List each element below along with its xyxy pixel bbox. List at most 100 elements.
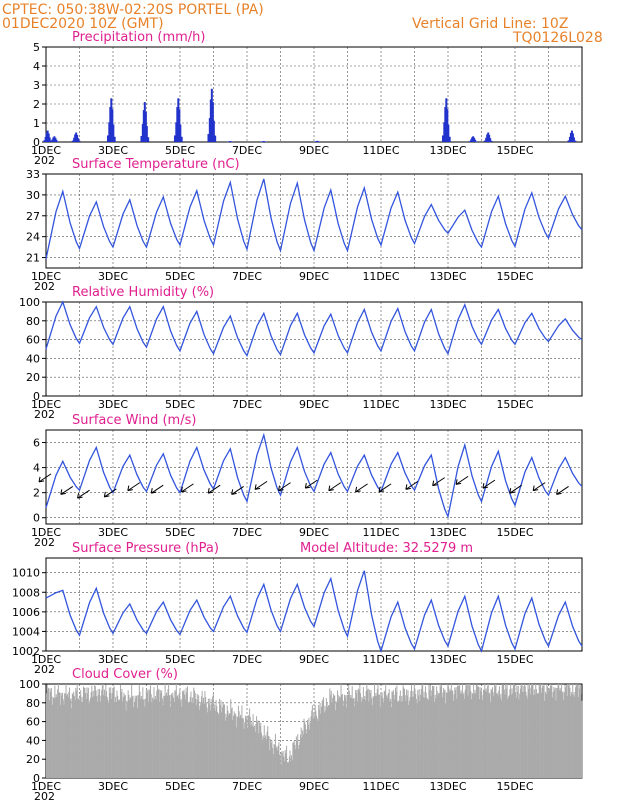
cloud-bar: [156, 684, 158, 778]
cloud-bar: [431, 690, 433, 778]
wind-arrowhead: [150, 488, 157, 494]
precip-bar: [483, 140, 486, 142]
cloud-bar: [47, 689, 49, 778]
x-tick-label: 15DEC: [496, 270, 533, 283]
cloud-bar: [253, 725, 255, 778]
cloud-bar: [471, 692, 473, 778]
cloud-bar: [555, 700, 557, 778]
cloud-bar: [370, 689, 372, 778]
precip-bar: [472, 136, 475, 142]
wind-vector: [181, 483, 194, 493]
cloud-bar: [301, 737, 303, 778]
cloud-bar: [192, 703, 194, 778]
cloud-bar: [234, 714, 236, 778]
cloud-bar: [475, 684, 477, 778]
cloud-bar: [127, 690, 129, 778]
cloud-bar: [247, 714, 249, 778]
cloud-bar: [302, 730, 304, 778]
precip-bar: [210, 88, 213, 142]
cloud-bar: [519, 693, 521, 778]
precip-bar: [444, 107, 447, 142]
y-tick-label: 27: [26, 210, 40, 223]
cloud-bar: [156, 690, 158, 778]
wind-vector: [532, 482, 546, 492]
x-tick-label: 13DEC: [429, 780, 466, 793]
x-tick-label: 1DEC: [31, 270, 61, 283]
cloud-bar: [190, 691, 192, 778]
cloud-bar: [420, 688, 422, 778]
cloud-bar: [240, 717, 242, 778]
wind-arrowhead: [38, 476, 45, 483]
cloud-bar: [500, 693, 502, 778]
cloud-bar: [198, 709, 200, 778]
wind-vector: [378, 483, 392, 493]
cloud-bar: [528, 688, 530, 778]
cloud-bar: [560, 690, 562, 778]
cloud-bar: [252, 714, 254, 778]
cloud-bar: [58, 692, 60, 778]
cloud-bar: [326, 703, 328, 778]
cloud-bar: [230, 699, 232, 778]
cloud-bar: [429, 684, 431, 778]
cloud-bar: [62, 692, 64, 778]
cloud-bar: [275, 747, 277, 778]
cloud-bar: [60, 693, 62, 778]
cloud-bar: [546, 684, 548, 778]
cloud-bar: [285, 753, 287, 778]
cloud-bar: [70, 698, 72, 778]
cloud-bar: [535, 689, 537, 778]
cloud-bar: [291, 760, 293, 778]
cloud-bar: [553, 686, 555, 778]
cloud-bar: [367, 688, 369, 778]
cloud-bar: [404, 689, 406, 778]
series-line: [45, 300, 583, 358]
cloud-bar: [304, 724, 306, 778]
cloud-bar: [362, 699, 364, 778]
cloud-bar: [91, 685, 93, 778]
cloud-bar: [367, 689, 369, 778]
cloud-bar: [561, 692, 563, 778]
cloud-bar: [100, 695, 102, 778]
cloud-bar: [550, 686, 552, 778]
x-tick-label: 15DEC: [496, 144, 533, 157]
cloud-bar: [171, 695, 173, 778]
cloud-bar: [557, 684, 559, 778]
cloud-bar: [46, 693, 47, 778]
cloud-bar: [369, 693, 371, 778]
cloud-bar: [356, 689, 358, 778]
cloud-bar: [323, 697, 325, 778]
cloud-bar: [227, 710, 229, 778]
cloud-bar: [336, 702, 338, 778]
precip-bar: [569, 132, 572, 142]
cloud-bar: [179, 689, 181, 778]
cloud-bar: [418, 689, 420, 778]
cloud-bar: [104, 696, 106, 778]
y-tick-label: 30: [26, 189, 40, 202]
cloud-bar: [533, 695, 535, 778]
cloud-bar: [159, 690, 161, 778]
cloud-bar: [207, 712, 209, 778]
cloud-bar: [235, 713, 237, 778]
cloud-bar: [283, 756, 285, 778]
cloud-bar: [46, 684, 48, 778]
cloud-bar: [412, 690, 414, 778]
cloud-bar: [528, 684, 530, 778]
cloud-bar: [360, 693, 362, 778]
wind-arrowhead: [127, 485, 133, 492]
cloud-bar: [174, 690, 176, 778]
cloud-bar: [540, 684, 542, 778]
cloud-bar: [558, 690, 560, 778]
cloud-bar: [172, 692, 174, 778]
cloud-bar: [447, 684, 449, 778]
x-tick-label: 3DEC: [98, 398, 128, 411]
cloud-bar: [393, 694, 395, 778]
cloud-bar: [448, 686, 449, 778]
cloud-bar: [211, 699, 213, 778]
precip-bar: [570, 130, 573, 142]
precip-bar: [314, 141, 317, 142]
cloud-bar: [563, 692, 565, 778]
cloud-bar: [315, 710, 317, 778]
cloud-bar: [319, 702, 321, 778]
cloud-bar: [118, 699, 120, 778]
cloud-bar: [304, 721, 306, 778]
